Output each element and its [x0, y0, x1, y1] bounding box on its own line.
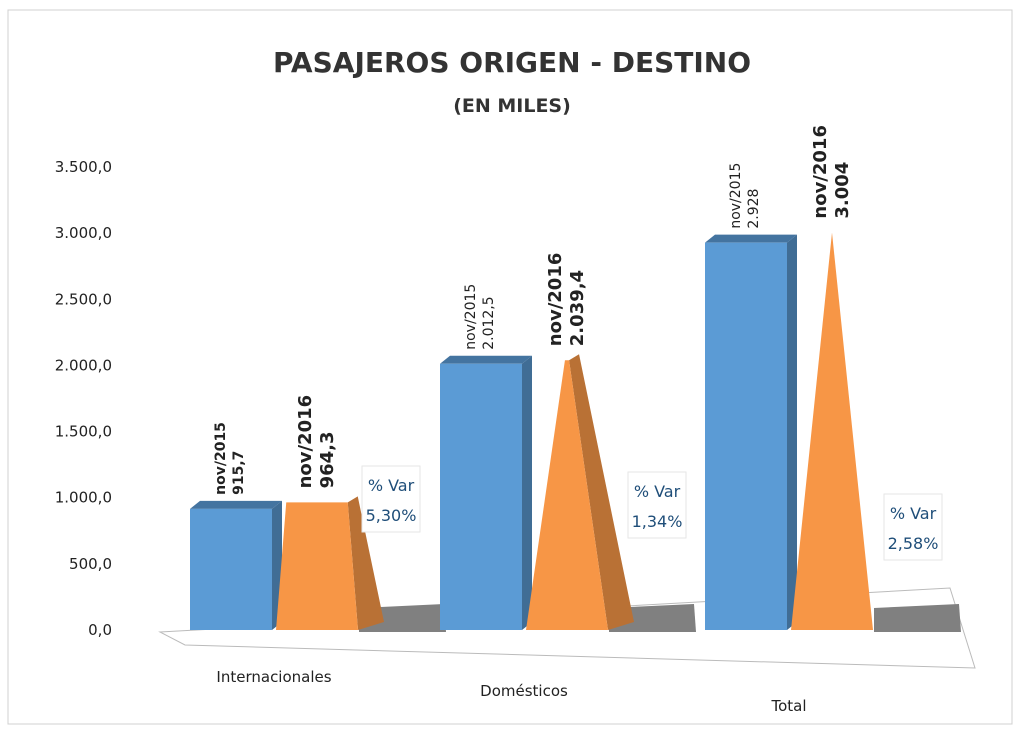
- y-tick-label: 500,0: [69, 555, 112, 573]
- data-label-value: 915,7: [231, 451, 247, 495]
- bar-top: [440, 355, 532, 364]
- x-tick-label: Internacionales: [216, 668, 331, 686]
- variation-value: 2,58%: [888, 534, 939, 553]
- variation-label: % Var: [890, 504, 937, 523]
- y-tick-label: 3.000,0: [55, 224, 112, 242]
- variation-value: 1,34%: [632, 512, 683, 531]
- bar: [190, 508, 272, 630]
- bar: [440, 363, 522, 630]
- data-label-series: nov/2016: [545, 253, 566, 347]
- bar: [276, 502, 358, 630]
- data-label-series: nov/2015: [213, 422, 229, 495]
- y-tick-label: 3.500,0: [55, 158, 112, 176]
- data-label: nov/2015 2.928: [728, 163, 762, 229]
- y-tick-label: 1.000,0: [55, 489, 112, 507]
- data-label-series: nov/2016: [295, 395, 316, 489]
- data-label-series: nov/2016: [810, 125, 831, 219]
- variation-box: [361, 465, 421, 533]
- y-tick-label: 2.500,0: [55, 290, 112, 308]
- data-label: nov/2015 915,7: [213, 422, 247, 495]
- bar-top: [190, 500, 282, 509]
- data-label-value: 2.012,5: [481, 296, 497, 349]
- data-label-value: 964,3: [317, 431, 338, 488]
- bar-top: [705, 234, 797, 243]
- variation-label: % Var: [368, 476, 415, 495]
- variation-box: [883, 493, 943, 561]
- x-tick-label: Domésticos: [480, 682, 568, 700]
- data-label-series: nov/2015: [463, 284, 479, 350]
- data-label: nov/2016 3.004: [810, 125, 853, 219]
- data-label-value: 2.928: [746, 189, 762, 229]
- chart-subtitle: (EN MILES): [453, 95, 571, 117]
- bar: [705, 242, 787, 631]
- floor-shadow: [874, 604, 961, 632]
- data-label: nov/2016 964,3: [295, 395, 338, 489]
- bar-side: [347, 496, 384, 630]
- chart-title: PASAJEROS ORIGEN - DESTINO: [273, 46, 751, 79]
- bar-side: [569, 354, 634, 630]
- variation-label: % Var: [634, 482, 681, 501]
- data-label-value: 2.039,4: [567, 270, 588, 346]
- y-tick-label: 2.000,0: [55, 356, 112, 374]
- bar-side: [787, 234, 797, 631]
- y-tick-label: 0,0: [88, 621, 112, 639]
- data-label: nov/2016 2.039,4: [545, 253, 588, 347]
- variation-box: [627, 471, 687, 539]
- bar-side: [522, 355, 532, 630]
- bar: [791, 232, 873, 630]
- x-tick-label: Total: [770, 697, 806, 715]
- data-label-value: 3.004: [832, 162, 853, 219]
- variation-value: 5,30%: [366, 506, 417, 525]
- bar: [526, 360, 608, 630]
- data-label: nov/2015 2.012,5: [463, 284, 497, 350]
- y-tick-label: 1.500,0: [55, 423, 112, 441]
- data-label-series: nov/2015: [728, 163, 744, 229]
